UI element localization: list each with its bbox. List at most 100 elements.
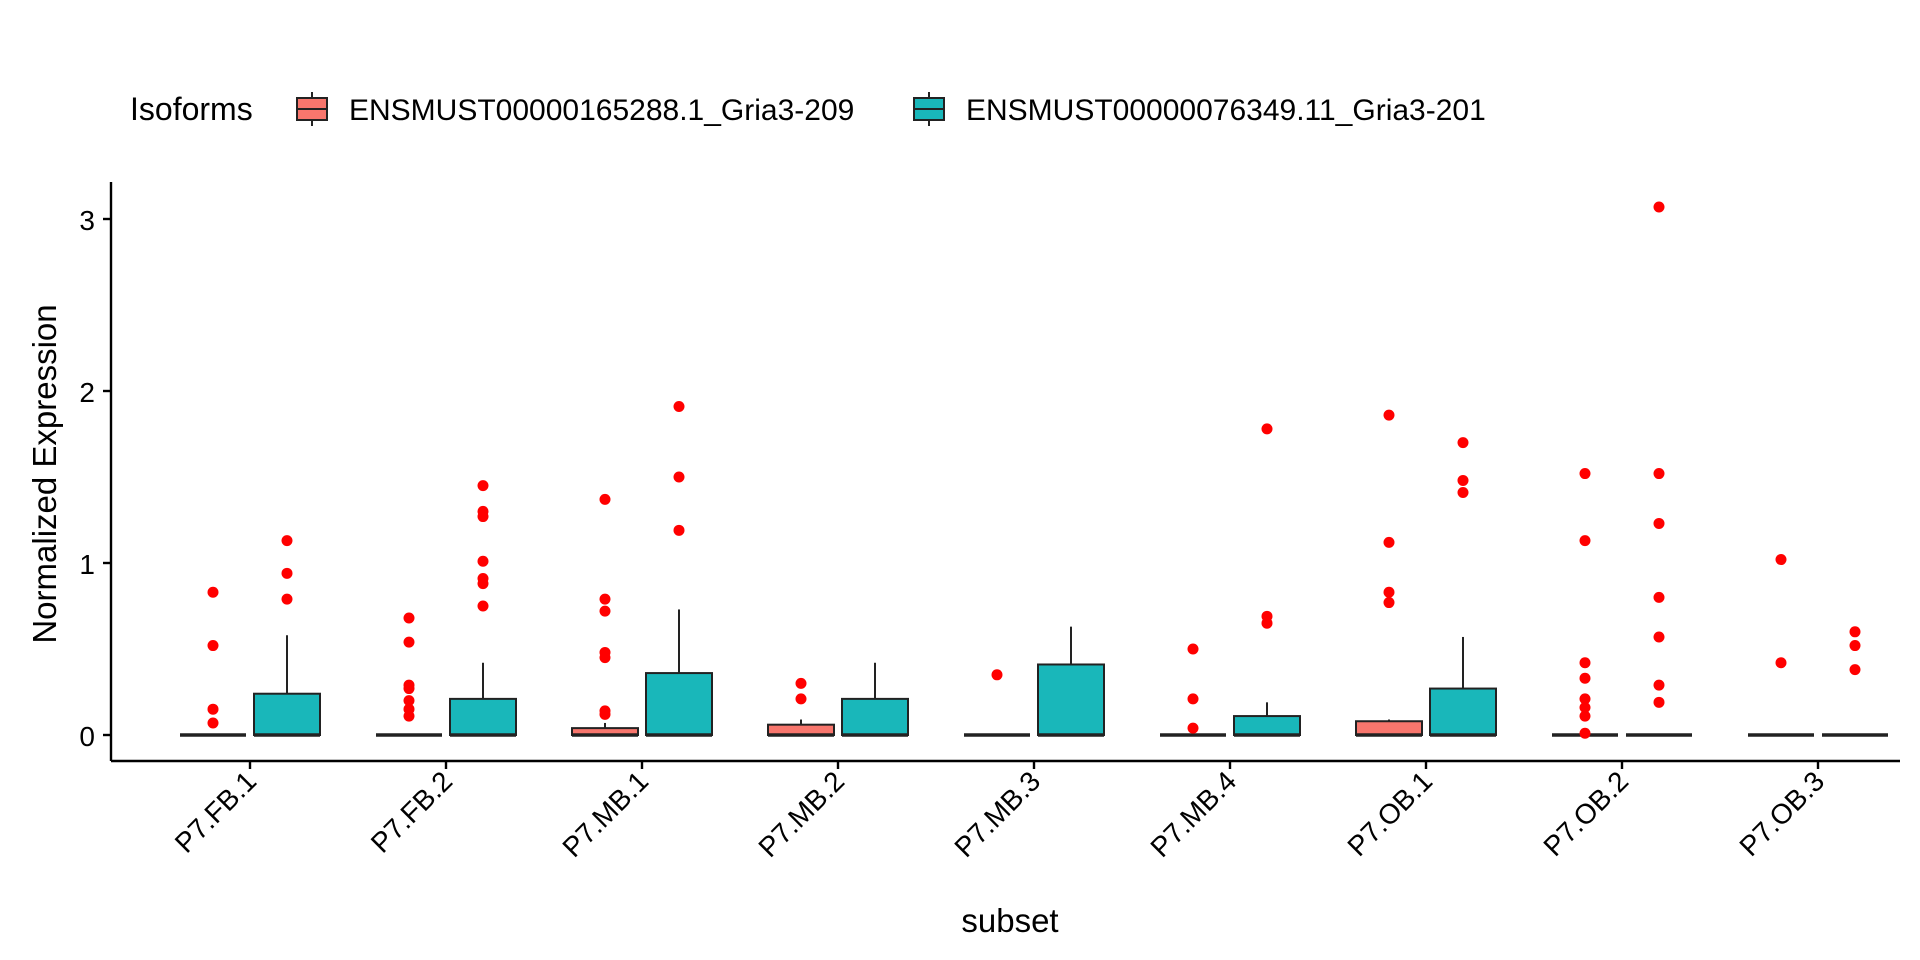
plot-area	[180, 201, 1888, 739]
box-gria3-209-P7.MB.3	[964, 669, 1030, 737]
outlier-point	[403, 695, 415, 707]
x-axis-title: subset	[961, 902, 1058, 939]
box-gria3-201-P7.OB.3	[1822, 626, 1888, 737]
outlier-point	[1457, 474, 1469, 486]
x-tick-label: P7.MB.1	[556, 765, 654, 863]
outlier-point	[1653, 696, 1665, 708]
outlier-point	[1457, 486, 1469, 498]
box-gria3-209-P7.MB.2	[767, 677, 835, 737]
legend-title: Isoforms	[130, 91, 253, 127]
box-gria3-209-P7.OB.3	[1748, 554, 1814, 737]
outlier-point	[207, 640, 219, 652]
outlier-point	[1579, 672, 1591, 684]
x-tick-label: P7.OB.2	[1537, 765, 1634, 862]
outlier-point	[1653, 679, 1665, 691]
box-gria3-209-P7.OB.2	[1552, 468, 1618, 739]
outlier-point	[1187, 693, 1199, 705]
box-body	[1355, 720, 1423, 736]
x-tick-label: P7.MB.2	[752, 765, 850, 863]
x-tick-label: P7.FB.1	[169, 765, 262, 858]
box-gria3-201-P7.OB.1	[1429, 437, 1497, 737]
box-gria3-209-P7.FB.1	[180, 586, 246, 737]
outlier-point	[1457, 437, 1469, 449]
outlier-point	[599, 593, 611, 605]
outlier-point	[477, 600, 489, 612]
outlier-point	[1187, 643, 1199, 655]
outlier-point	[1653, 591, 1665, 603]
outlier-point	[1187, 722, 1199, 734]
box-gria3-201-P7.FB.1	[253, 535, 321, 737]
outlier-point	[1579, 468, 1591, 480]
outlier-point	[1579, 535, 1591, 547]
y-tick-label: 3	[79, 205, 95, 236]
y-axis-ticks: 0 1 2 3	[79, 205, 111, 752]
legend: Isoforms ENSMUST00000165288.1_Gria3-209 E…	[130, 91, 1486, 127]
outlier-point	[795, 693, 807, 705]
box-body	[449, 697, 517, 737]
box-body	[1233, 715, 1301, 737]
outlier-point	[795, 677, 807, 689]
outlier-point	[1849, 664, 1861, 676]
y-tick-label: 0	[79, 721, 95, 752]
x-tick-label: P7.OB.3	[1733, 765, 1830, 862]
outlier-point	[281, 567, 293, 579]
box-gria3-201-P7.MB.2	[841, 662, 909, 737]
outlier-point	[1579, 727, 1591, 739]
outlier-point	[1261, 617, 1273, 629]
box-gria3-201-P7.MB.3	[1037, 626, 1105, 737]
box-gria3-201-P7.OB.2	[1626, 201, 1692, 737]
box-gria3-209-P7.MB.1	[571, 493, 639, 737]
outlier-point	[477, 578, 489, 590]
outlier-point	[1849, 640, 1861, 652]
outlier-point	[1579, 657, 1591, 669]
outlier-point	[599, 493, 611, 505]
outlier-point	[599, 708, 611, 720]
outlier-point	[1775, 657, 1787, 669]
outlier-point	[403, 636, 415, 648]
outlier-point	[477, 555, 489, 567]
outlier-point	[1261, 423, 1273, 435]
x-tick-label: P7.MB.4	[1144, 765, 1242, 863]
outlier-point	[1383, 586, 1395, 598]
outlier-point	[1653, 517, 1665, 529]
outlier-point	[1579, 710, 1591, 722]
box-body	[841, 697, 909, 737]
outlier-point	[403, 710, 415, 722]
box-gria3-201-P7.FB.2	[449, 480, 517, 737]
y-axis-title: Normalized Expression	[26, 304, 63, 643]
outlier-point	[599, 605, 611, 617]
legend-item: ENSMUST00000165288.1_Gria3-209	[296, 92, 854, 127]
outlier-point	[1653, 468, 1665, 480]
outlier-point	[991, 669, 1003, 681]
box-gria3-201-P7.MB.1	[645, 400, 713, 737]
legend-item: ENSMUST00000076349.11_Gria3-201	[913, 92, 1486, 127]
outlier-point	[207, 586, 219, 598]
box-body	[645, 672, 713, 737]
box-body	[1037, 663, 1105, 736]
outlier-point	[1383, 597, 1395, 609]
y-tick-label: 2	[79, 377, 95, 408]
outlier-point	[281, 535, 293, 547]
outlier-point	[1383, 409, 1395, 421]
legend-label: ENSMUST00000076349.11_Gria3-201	[966, 94, 1486, 127]
outlier-point	[403, 612, 415, 624]
outlier-point	[1849, 626, 1861, 638]
outlier-point	[281, 593, 293, 605]
outlier-point	[477, 511, 489, 523]
box-body	[253, 692, 321, 736]
outlier-point	[1653, 201, 1665, 213]
outlier-point	[673, 524, 685, 536]
outlier-point	[673, 471, 685, 483]
box-gria3-209-P7.MB.4	[1160, 643, 1226, 737]
x-axis-ticks: P7.FB.1 P7.FB.2 P7.MB.1 P7.MB.2 P7.MB.3 P7.MB…	[169, 761, 1830, 863]
outlier-point	[599, 652, 611, 664]
outlier-point	[477, 480, 489, 492]
legend-label: ENSMUST00000165288.1_Gria3-209	[349, 94, 854, 127]
outlier-point	[1579, 693, 1591, 705]
box-gria3-209-P7.OB.1	[1355, 409, 1423, 737]
box-body	[1429, 687, 1497, 736]
outlier-point	[1775, 554, 1787, 566]
outlier-point	[1579, 701, 1591, 713]
y-tick-label: 1	[79, 549, 95, 580]
